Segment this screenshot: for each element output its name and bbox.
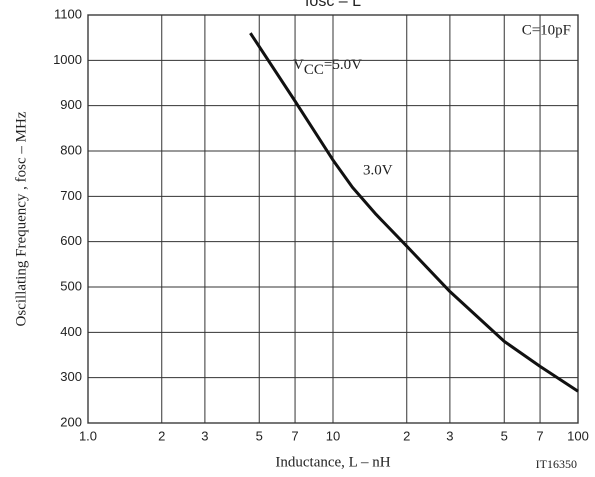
chart-title: fosc – L	[305, 0, 361, 10]
x-tick-label: 5	[501, 428, 508, 443]
x-tick-label: 100	[567, 428, 589, 443]
x-tick-label: 2	[158, 428, 165, 443]
annotation: C=10pF	[522, 22, 571, 38]
annotation: IT16350	[536, 457, 577, 471]
x-tick-label: 3	[446, 428, 453, 443]
x-tick-label: 1.0	[79, 428, 97, 443]
y-tick-label: 900	[60, 97, 82, 112]
y-tick-label: 1100	[54, 6, 82, 21]
annotation: CC	[304, 62, 324, 78]
x-tick-label: 2	[403, 428, 410, 443]
x-tick-label: 7	[536, 428, 543, 443]
y-tick-label: 700	[60, 188, 82, 203]
y-tick-label: 300	[60, 369, 82, 384]
x-tick-label: 10	[326, 428, 340, 443]
x-tick-label: 5	[256, 428, 263, 443]
y-tick-label: 1000	[53, 52, 82, 67]
annotation: 3.0V	[363, 162, 393, 178]
data-line	[249, 32, 579, 393]
y-tick-label: 200	[60, 414, 82, 429]
x-tick-label: 7	[291, 428, 298, 443]
x-tick-label: 3	[201, 428, 208, 443]
y-axis-label: Oscillating Frequency , fosc – MHz	[13, 111, 29, 326]
y-tick-label: 400	[60, 324, 82, 339]
y-tick-label: 800	[60, 142, 82, 157]
x-axis-label: Inductance, L – nH	[275, 454, 390, 470]
y-tick-label: 500	[60, 278, 82, 293]
annotation: V	[293, 57, 304, 73]
y-tick-label: 600	[60, 233, 82, 248]
